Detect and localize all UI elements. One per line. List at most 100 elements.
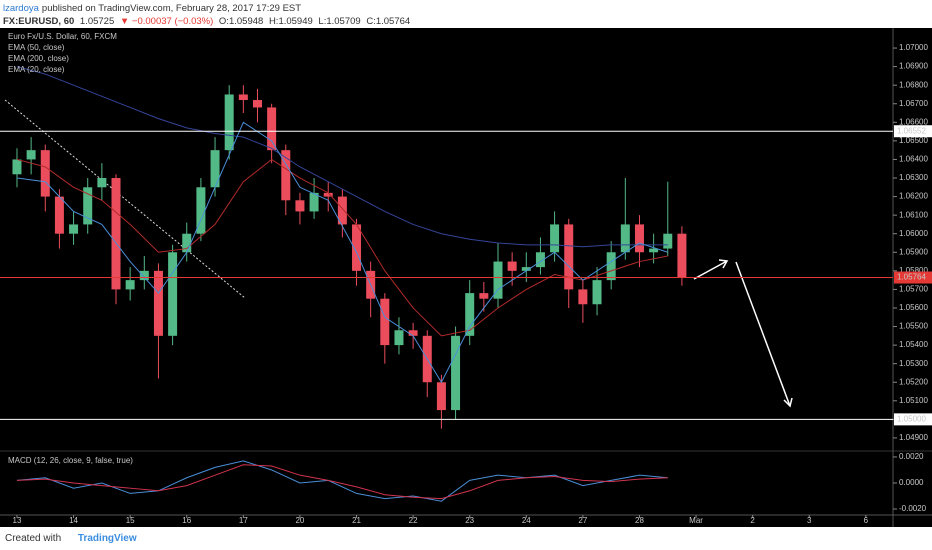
candle-body [168, 252, 178, 336]
legend-entry: EMA (200, close) [8, 54, 69, 63]
price: 1.05725 [79, 16, 115, 27]
candle-body [634, 224, 644, 253]
candle-body [479, 293, 489, 299]
candle-body [380, 298, 390, 346]
y-tick-label: 0.0000 [899, 478, 924, 487]
y-tick-label: 1.06500 [899, 136, 928, 145]
y-tick-label: 1.06200 [899, 192, 928, 201]
y-tick-label: 1.05900 [899, 247, 928, 256]
x-tick-label: 23 [465, 516, 474, 525]
line [16, 158, 668, 337]
line [16, 121, 668, 384]
y-tick-label: 1.06900 [899, 62, 928, 71]
footer-text: Created with [5, 533, 62, 544]
forecast-arrows [693, 259, 793, 408]
x-tick-label: 20 [295, 516, 304, 525]
pane-title: MACD (12, 26, close, 9, false, true) [8, 456, 133, 465]
y-tick-label: 1.05100 [899, 396, 928, 405]
y-tick-label: 1.06800 [899, 80, 928, 89]
x-tick-label: 24 [522, 516, 531, 525]
candle-body [493, 261, 503, 299]
candle-body [677, 233, 687, 278]
candle-body [550, 224, 560, 253]
price-level-label: 1.06552 [897, 126, 926, 135]
price-level-box [894, 125, 932, 138]
x-tick-label: 15 [126, 516, 135, 525]
y-tick-label: 1.06300 [899, 173, 928, 182]
legend-entry: EMA (50, close) [8, 43, 65, 52]
candle-body [521, 267, 531, 271]
candle-body [12, 159, 22, 175]
candle-body [578, 289, 588, 305]
y-tick-label: 1.04900 [899, 433, 928, 442]
y-tick-label: 1.06100 [899, 210, 928, 219]
candle-body [153, 270, 163, 336]
ohlc: C:1.05764 [366, 16, 411, 27]
candle-body [69, 224, 79, 234]
candle-body [535, 252, 545, 268]
candle-body [323, 192, 333, 197]
pane-title: Euro Fx/U.S. Dollar, 60, FXCM [8, 32, 117, 41]
candle-body [620, 224, 630, 253]
line [16, 66, 668, 248]
candle-body [663, 233, 673, 249]
x-tick-label: 13 [13, 516, 22, 525]
candle-body [295, 200, 305, 212]
candle-body [352, 224, 362, 271]
candle-body [26, 150, 36, 160]
candle-body [394, 330, 404, 346]
x-tick-label: 28 [635, 516, 644, 525]
candle-body [267, 107, 277, 151]
ohlc: L:1.05709 [318, 16, 361, 27]
x-tick-label: 6 [864, 516, 869, 525]
price-level-box [894, 413, 932, 426]
x-tick-label: 16 [182, 516, 191, 525]
y-tick-label: -0.0020 [899, 504, 927, 513]
y-tick-label: 1.05300 [899, 359, 928, 368]
y-tick-label: 0.0020 [899, 452, 924, 461]
y-tick-label: 1.06600 [899, 117, 928, 126]
y-tick-label: 1.05800 [899, 266, 928, 275]
price-level-box [894, 271, 932, 284]
y-tick-label: 1.07000 [899, 43, 928, 52]
candle-body [83, 187, 93, 225]
x-tick-label: 14 [69, 516, 78, 525]
x-tick-label: 22 [409, 516, 418, 525]
footer: Created with TradingView [5, 533, 137, 544]
candle-body [507, 261, 517, 271]
candle-body [436, 382, 446, 411]
y-tick-label: 1.05600 [899, 303, 928, 312]
legend-entry: EMA (20, close) [8, 65, 65, 74]
x-tick-label: 27 [578, 516, 587, 525]
candle-body [564, 224, 574, 290]
published: published on TradingView.com, February 2… [41, 3, 302, 14]
candle-body [465, 293, 475, 336]
x-tick-label: 17 [239, 516, 248, 525]
y-tick-label: 1.05400 [899, 340, 928, 349]
candle-body [54, 196, 64, 234]
candle-body [649, 248, 659, 253]
header-line: FX:EURUSD, 60 1.05725 ▼ −0.00037 (−0.03%… [3, 16, 413, 27]
candle-body [125, 280, 135, 290]
y-tick-label: 1.05700 [899, 285, 928, 294]
x-tick-label: 2 [750, 516, 755, 525]
ohlc: O:1.05948 [218, 16, 264, 27]
brand[interactable]: TradingView [77, 533, 137, 544]
candle-body [111, 178, 121, 290]
candle-body [238, 94, 248, 101]
candle-body [224, 94, 234, 151]
price-level-label: 1.05764 [897, 273, 926, 282]
candle-body [337, 196, 347, 225]
candle-body [451, 335, 461, 411]
candle-body [182, 233, 192, 253]
candle-body [252, 100, 262, 108]
candle-body [592, 280, 602, 305]
candle-body [196, 187, 206, 234]
author[interactable]: lzardoya [3, 3, 39, 14]
price-level-label: 1.05000 [897, 414, 926, 423]
line [16, 464, 668, 500]
header-line: lzardoya published on TradingView.com, Fe… [3, 3, 304, 14]
y-tick-label: 1.05200 [899, 377, 928, 386]
